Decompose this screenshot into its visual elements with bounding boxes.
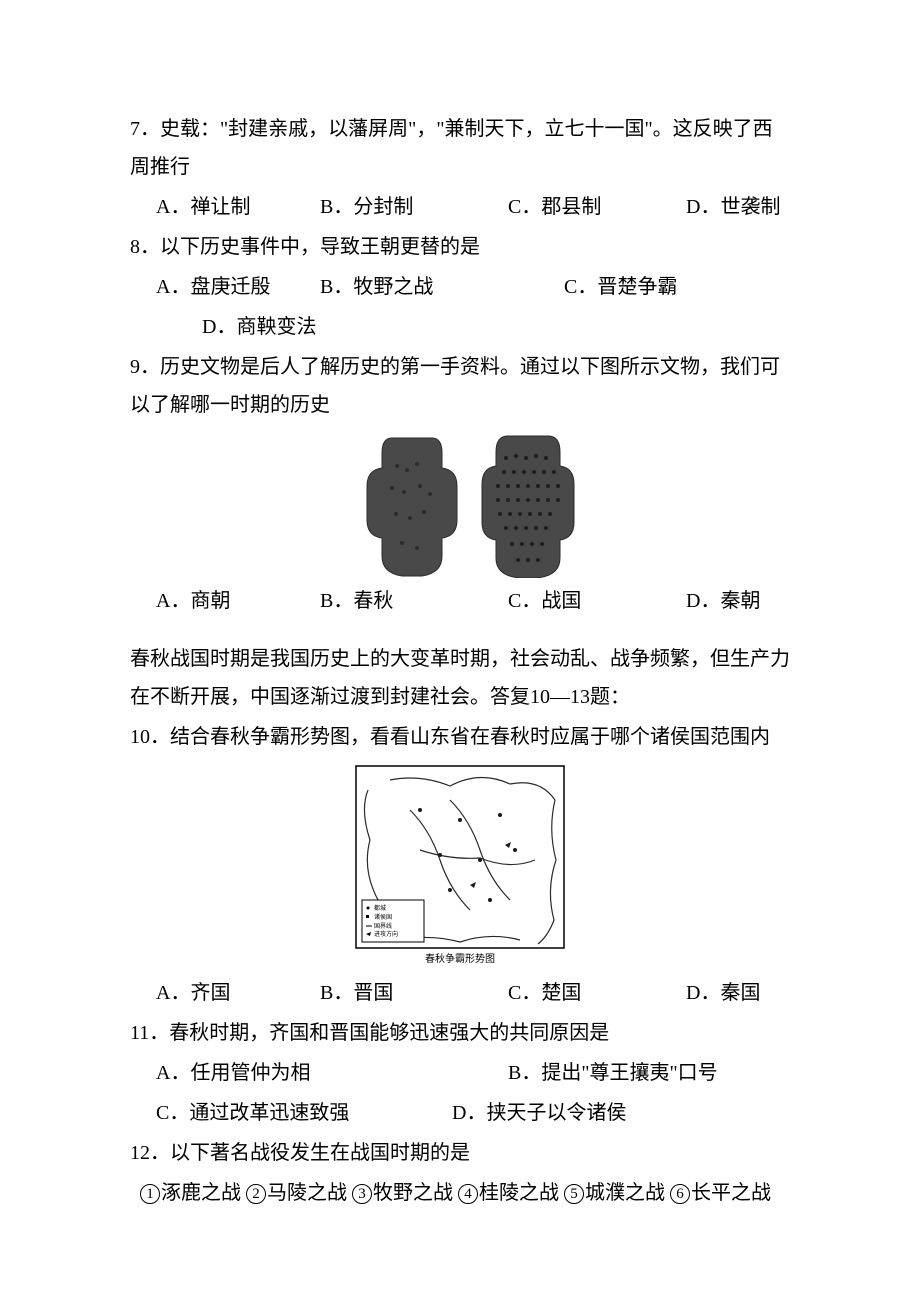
circled-4: 4 (458, 1184, 478, 1204)
question-12-items: 1涿鹿之战 2马陵之战 3牧野之战 4桂陵之战 5城濮之战 6长平之战 (130, 1174, 790, 1212)
question-10-options: A．齐国 B．晋国 C．楚国 D．秦国 (130, 974, 790, 1012)
q8-option-d: D．商鞅变法 (202, 308, 316, 346)
map-image: 都城 诸侯国 国界线 进攻方向 春秋争霸形势图 (350, 760, 570, 970)
q9-option-b: B．春秋 (320, 582, 508, 620)
q11-option-b: B．提出"尊王攘夷"口号 (508, 1054, 718, 1092)
artifact-image-container (130, 428, 790, 578)
svg-text:国界线: 国界线 (374, 922, 392, 930)
q11-option-a: A．任用管仲为相 (156, 1054, 508, 1092)
q9-option-a: A．商朝 (156, 582, 320, 620)
circled-6: 6 (670, 1184, 690, 1204)
question-9-options: A．商朝 B．春秋 C．战国 D．秦朝 (130, 582, 790, 620)
svg-text:进攻方向: 进攻方向 (374, 930, 398, 938)
question-9-text: 9．历史文物是后人了解历史的第一手资料。通过以下图所示文物，我们可以了解哪一时期… (130, 348, 790, 424)
question-10-text: 10．结合春秋争霸形势图，看看山东省在春秋时应属于哪个诸侯国范围内 (130, 718, 790, 756)
q12-item-2: 马陵之战 (267, 1182, 347, 1204)
q7-option-a: A．禅让制 (156, 188, 320, 226)
q12-item-4: 桂陵之战 (479, 1182, 559, 1204)
question-8-options-row1: A．盘庚迁殷 B．牧野之战 C．晋楚争霸 (130, 268, 790, 306)
q7-option-d: D．世袭制 (686, 188, 780, 226)
map-caption: 春秋争霸形势图 (425, 952, 495, 965)
question-11-text: 11．春秋时期，齐国和晋国能够迅速强大的共同原因是 (130, 1014, 790, 1052)
section-intro: 春秋战国时期是我国历史上的大变革时期，社会动乱、战争频繁，但生产力在不断开展，中… (130, 640, 790, 716)
svg-text:都城: 都城 (374, 904, 386, 912)
question-11-options-row2: C．通过改革迅速致强 D．挟天子以令诸侯 (130, 1094, 790, 1132)
question-11-options-row1: A．任用管仲为相 B．提出"尊王攘夷"口号 (130, 1054, 790, 1092)
question-7-options: A．禅让制 B．分封制 C．郡县制 D．世袭制 (130, 188, 790, 226)
circled-3: 3 (352, 1184, 372, 1204)
q11-option-d: D．挟天子以令诸侯 (452, 1094, 626, 1132)
q8-option-c: C．晋楚争霸 (564, 268, 677, 306)
q12-item-3: 牧野之战 (373, 1182, 453, 1204)
map-image-container: 都城 诸侯国 国界线 进攻方向 春秋争霸形势图 (130, 760, 790, 970)
q12-item-1: 涿鹿之战 (161, 1182, 241, 1204)
circled-5: 5 (564, 1184, 584, 1204)
q8-option-b: B．牧野之战 (320, 268, 564, 306)
q12-item-5: 城濮之战 (585, 1182, 665, 1204)
q9-option-d: D．秦朝 (686, 582, 760, 620)
q11-option-c: C．通过改革迅速致强 (156, 1094, 452, 1132)
q12-item-6: 长平之战 (691, 1182, 771, 1204)
q10-option-b: B．晋国 (320, 974, 508, 1012)
q10-option-d: D．秦国 (686, 974, 760, 1012)
q7-option-b: B．分封制 (320, 188, 508, 226)
q9-option-c: C．战国 (508, 582, 686, 620)
q8-option-a: A．盘庚迁殷 (156, 268, 320, 306)
question-12-text: 12．以下著名战役发生在战国时期的是 (130, 1134, 790, 1172)
question-7-text: 7．史载："封建亲戚，以藩屏周"，"兼制天下，立七十一国"。这反映了西周推行 (130, 110, 790, 186)
svg-text:诸侯国: 诸侯国 (374, 913, 392, 921)
artifact-image (342, 428, 578, 578)
circled-1: 1 (140, 1184, 160, 1204)
q10-option-c: C．楚国 (508, 974, 686, 1012)
q7-option-c: C．郡县制 (508, 188, 686, 226)
circled-2: 2 (246, 1184, 266, 1204)
q10-option-a: A．齐国 (156, 974, 320, 1012)
question-8-options-row2: D．商鞅变法 (130, 308, 790, 346)
question-8-text: 8．以下历史事件中，导致王朝更替的是 (130, 228, 790, 266)
